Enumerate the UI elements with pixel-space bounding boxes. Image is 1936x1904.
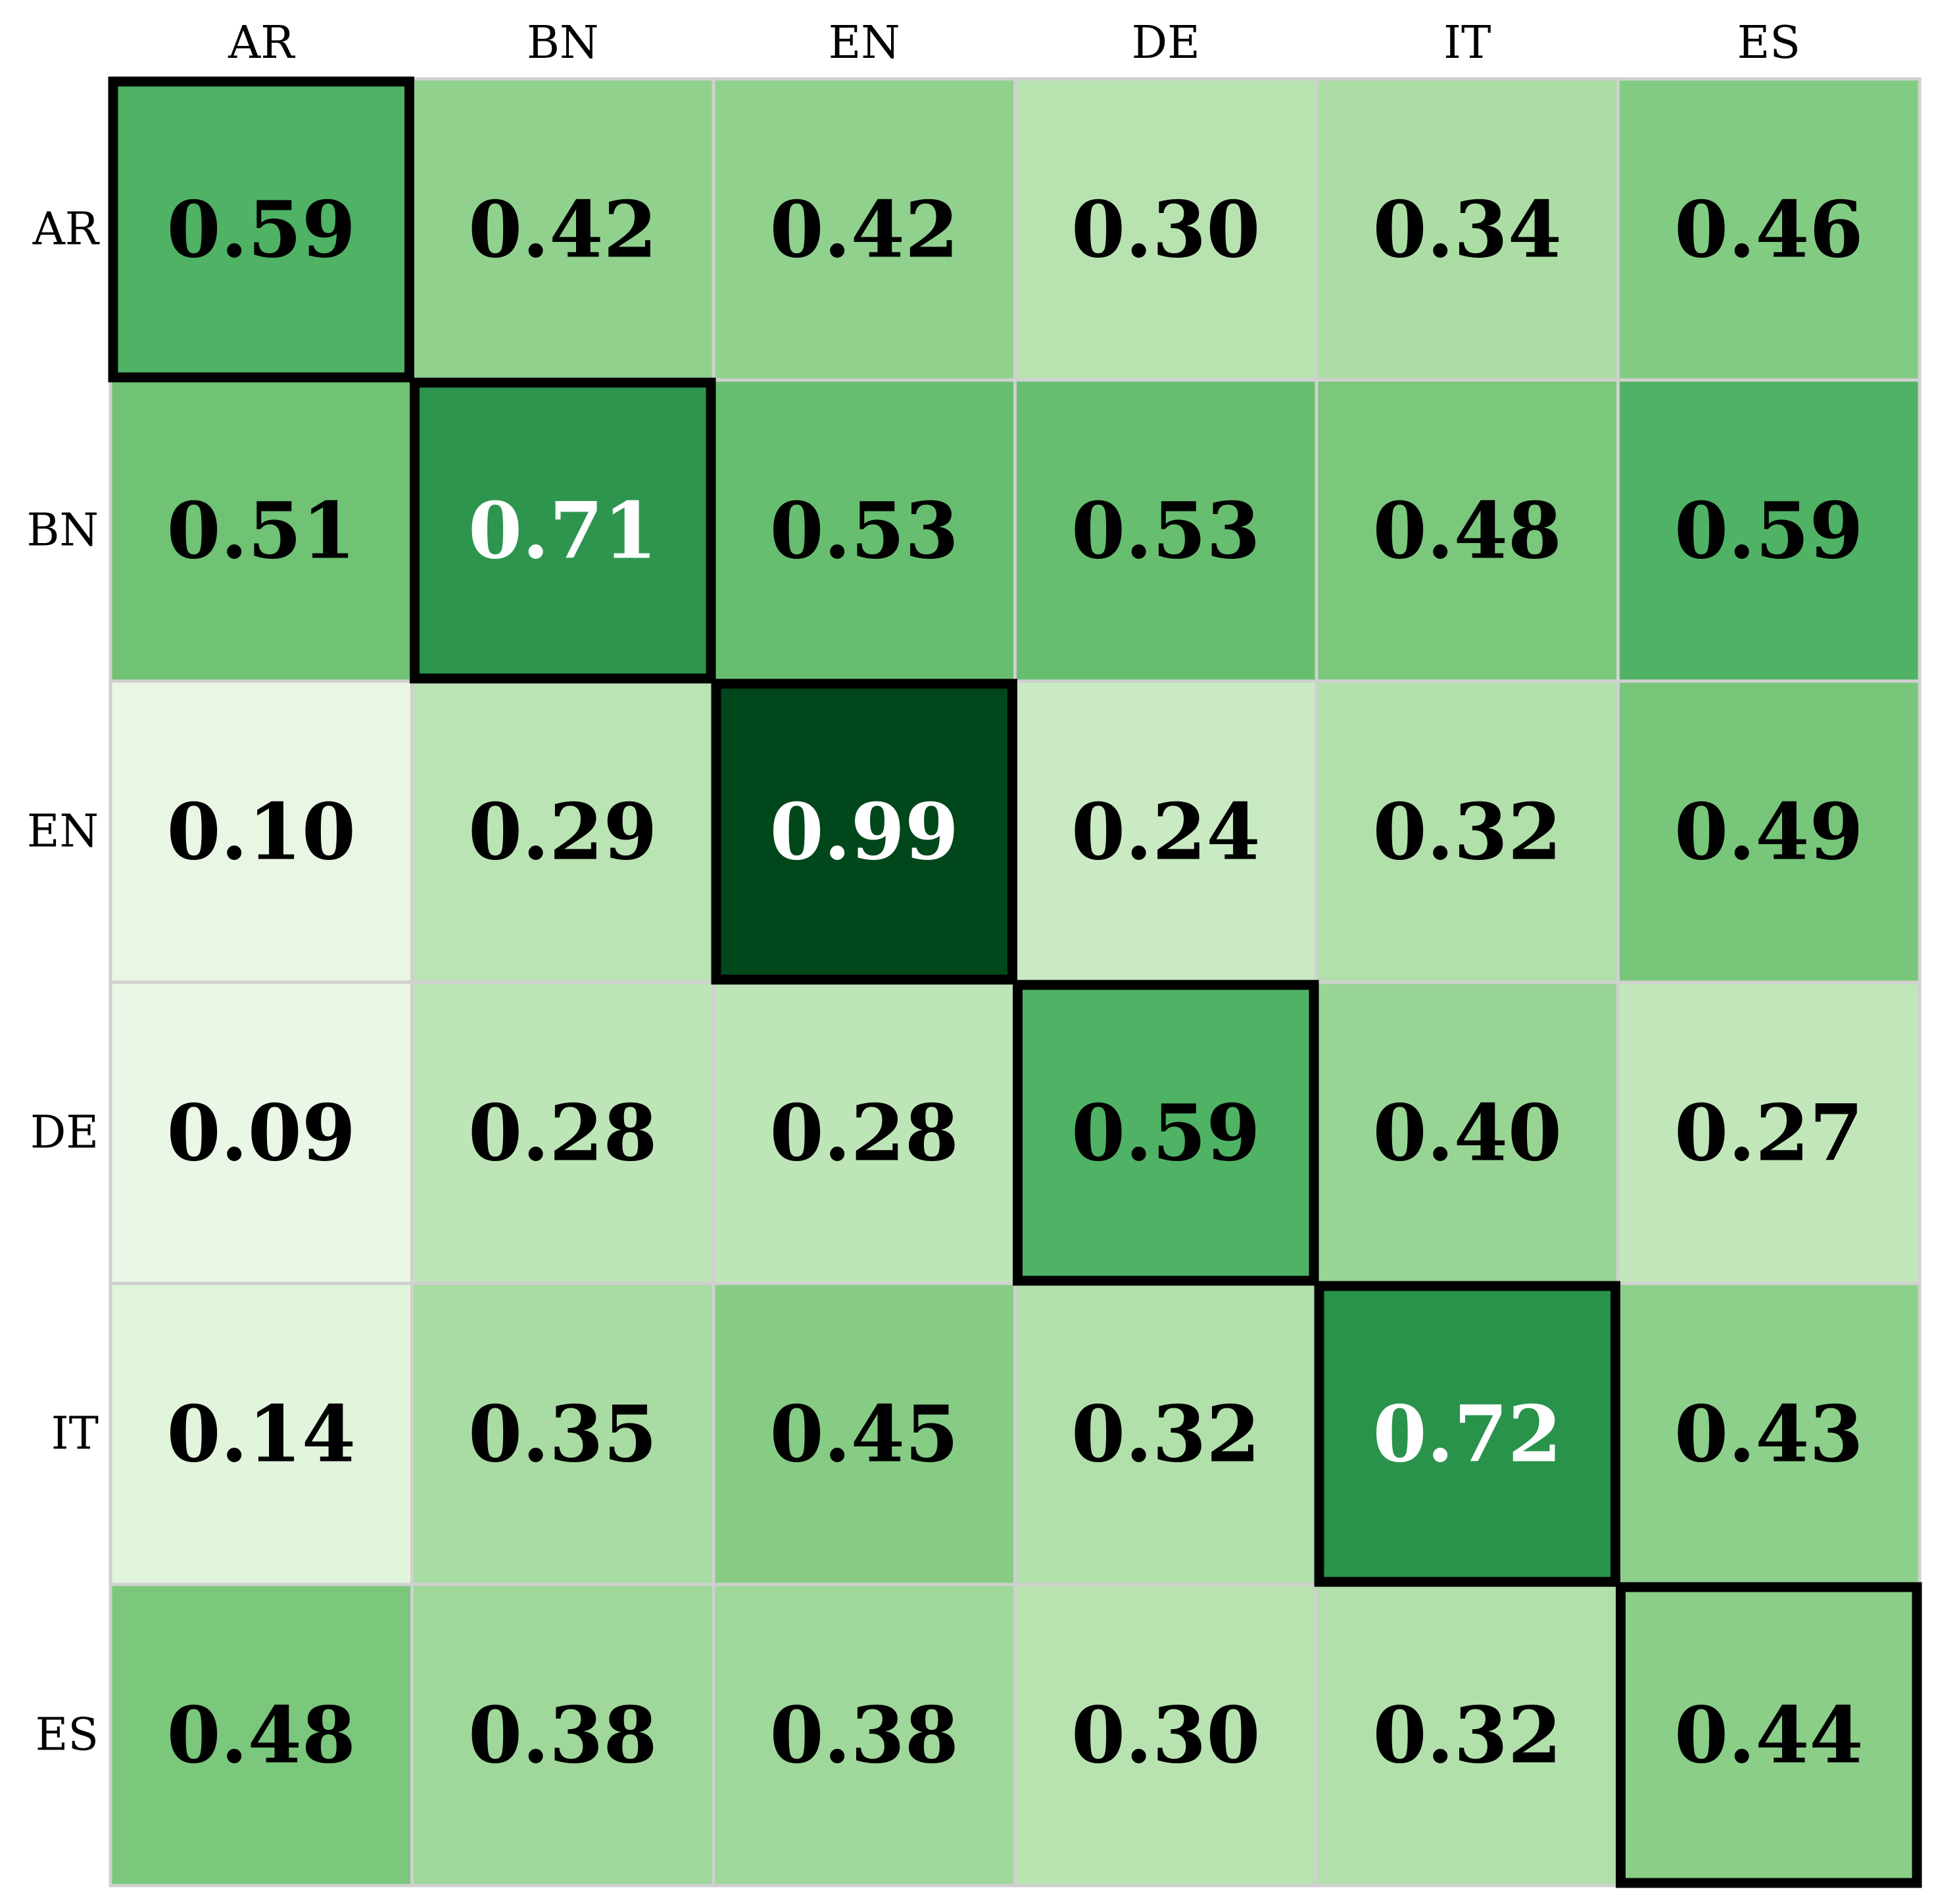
- heatmap-cell-it-de: [1013, 1281, 1319, 1586]
- x-tick-label: ES: [1737, 17, 1801, 69]
- diagonal-highlight-box: [711, 678, 1017, 985]
- cell-value-label: 0.43: [1674, 1389, 1863, 1480]
- heatmap-cell-it-ar: [109, 1281, 414, 1586]
- cell-value-label: 0.46: [1674, 184, 1863, 275]
- x-tick-label: IT: [1443, 17, 1491, 69]
- cell-value-label: 0.32: [1071, 1389, 1260, 1480]
- diagonal-highlight-box: [1616, 1582, 1922, 1888]
- heatmap-cell-de-it: [1315, 980, 1620, 1285]
- cell-value-label: 0.53: [1071, 485, 1260, 577]
- diagonal-highlights: [108, 76, 1922, 1888]
- cell-value-label: 0.27: [1674, 1087, 1863, 1179]
- heatmap-cell-es-it: [1315, 1583, 1620, 1888]
- diagonal-highlight-box: [410, 377, 716, 684]
- cell-value-label: 0.45: [770, 1389, 959, 1480]
- heatmap-cell-ar-it: [1315, 77, 1620, 382]
- heatmap-cell-bn-es: [1616, 378, 1922, 683]
- heatmap-cell-en-ar: [109, 679, 414, 984]
- heatmap-cell-it-en: [712, 1281, 1017, 1586]
- heatmap-cell-de-ar: [109, 980, 414, 1285]
- heatmap-cell-de-en: [712, 980, 1017, 1285]
- x-tick-label: DE: [1132, 17, 1200, 69]
- diagonal-highlight-box: [1314, 1281, 1620, 1587]
- heatmap-cell-bn-de: [1013, 378, 1319, 683]
- heatmap-cell-de-bn: [410, 980, 715, 1285]
- cell-value-label: 0.28: [468, 1087, 657, 1179]
- x-tick-label: AR: [228, 17, 295, 69]
- heatmap-cell-es-es: [1616, 1583, 1922, 1888]
- y-tick-label: EN: [27, 806, 99, 858]
- heatmap-cell-es-ar: [109, 1583, 414, 1888]
- cell-value-label: 0.42: [770, 184, 959, 275]
- heatmap-cell-en-it: [1315, 679, 1620, 984]
- y-tick-label: DE: [30, 1107, 99, 1159]
- heatmap-cell-ar-es: [1616, 77, 1922, 382]
- heatmap-cell-es-de: [1013, 1583, 1319, 1888]
- cell-value-label: 0.32: [1373, 786, 1562, 878]
- heatmap-cells: [109, 77, 1922, 1888]
- y-axis-tick-labels: AR BN EN DE IT ES: [27, 204, 100, 1761]
- heatmap-cell-ar-ar: [109, 77, 414, 382]
- cell-value-label: 0.32: [1373, 1690, 1562, 1781]
- cell-value-label: 0.30: [1071, 184, 1260, 275]
- cell-value-label: 0.38: [468, 1690, 657, 1781]
- heatmap-cell-ar-en: [712, 77, 1017, 382]
- cell-value-label: 0.59: [1674, 485, 1863, 577]
- y-tick-label: IT: [51, 1408, 99, 1460]
- cell-value-label: 0.53: [770, 485, 959, 577]
- heatmap-cell-en-en: [712, 679, 1017, 984]
- cell-value-label: 0.51: [167, 485, 356, 577]
- cell-value-label: 0.59: [1071, 1087, 1260, 1179]
- cell-value-label: 0.29: [468, 786, 657, 878]
- y-tick-label: AR: [32, 204, 100, 256]
- y-tick-label: BN: [27, 505, 99, 557]
- cell-value-label: 0.34: [1373, 184, 1562, 275]
- x-tick-label: EN: [829, 17, 900, 69]
- cell-value-label: 0.28: [770, 1087, 959, 1179]
- cell-value-label: 0.10: [167, 786, 356, 878]
- cell-value-label: 0.35: [468, 1389, 657, 1480]
- cell-value-label: 0.72: [1373, 1389, 1562, 1480]
- y-tick-label: ES: [36, 1709, 99, 1761]
- heatmap-cell-it-es: [1616, 1281, 1922, 1586]
- heatmap-cell-ar-de: [1013, 77, 1319, 382]
- x-tick-label: BN: [527, 17, 598, 69]
- cell-value-label: 0.44: [1674, 1690, 1863, 1781]
- cell-value-label: 0.09: [167, 1087, 356, 1179]
- x-axis-tick-labels: AR BN EN DE IT ES: [228, 17, 1801, 69]
- cell-value-label: 0.24: [1071, 786, 1260, 878]
- cell-value-label: 0.71: [468, 485, 657, 577]
- cell-value-label: 0.48: [1373, 485, 1562, 577]
- cell-value-label: 0.42: [468, 184, 657, 275]
- heatmap-cell-de-es: [1616, 980, 1922, 1285]
- diagonal-highlight-box: [1013, 980, 1319, 1286]
- cell-value-label: 0.49: [1674, 786, 1863, 878]
- cell-value-label: 0.14: [167, 1389, 356, 1480]
- cell-value-labels: 0.59 0.42 0.42 0.30 0.34 0.46 0.51 0.71 0.53 0.53…: [167, 184, 1864, 1781]
- cell-value-label: 0.30: [1071, 1690, 1260, 1781]
- cell-value-label: 0.59: [167, 184, 356, 275]
- cell-value-label: 0.99: [770, 786, 959, 878]
- heatmap-cell-ar-bn: [410, 77, 715, 382]
- diagonal-highlight-box: [108, 76, 414, 383]
- cell-value-label: 0.38: [770, 1690, 959, 1781]
- cell-value-label: 0.48: [167, 1690, 356, 1781]
- heatmap-cell-it-it: [1315, 1281, 1620, 1586]
- heatmap-cell-en-es: [1616, 679, 1922, 984]
- cell-value-label: 0.40: [1373, 1087, 1562, 1179]
